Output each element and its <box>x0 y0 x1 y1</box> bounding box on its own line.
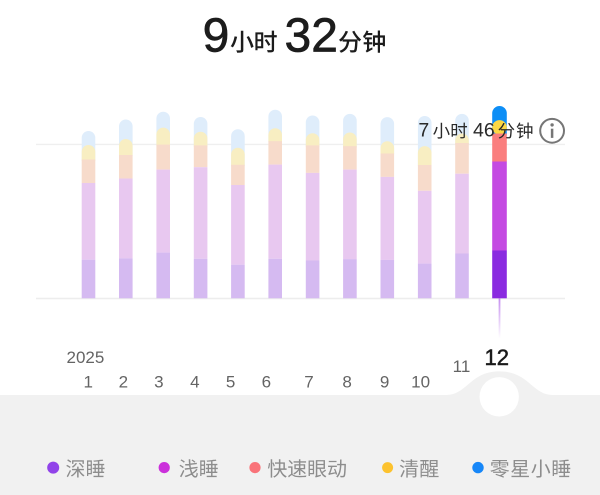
svg-text:7: 7 <box>304 373 313 392</box>
svg-text:9: 9 <box>203 9 230 62</box>
svg-text:11: 11 <box>453 357 471 376</box>
svg-text:4: 4 <box>190 373 199 392</box>
svg-text:1: 1 <box>83 373 92 392</box>
svg-text:46: 46 <box>473 120 495 142</box>
svg-text:5: 5 <box>226 373 235 392</box>
svg-text:32: 32 <box>285 9 338 62</box>
svg-text:2: 2 <box>119 373 128 392</box>
svg-text:9: 9 <box>380 373 389 392</box>
svg-text:6: 6 <box>262 373 271 392</box>
svg-text:7: 7 <box>418 120 429 142</box>
svg-text:12: 12 <box>485 345 509 370</box>
svg-text:3: 3 <box>154 373 163 392</box>
svg-text:2025: 2025 <box>67 348 105 367</box>
svg-text:10: 10 <box>411 373 430 392</box>
svg-text:8: 8 <box>342 373 351 392</box>
